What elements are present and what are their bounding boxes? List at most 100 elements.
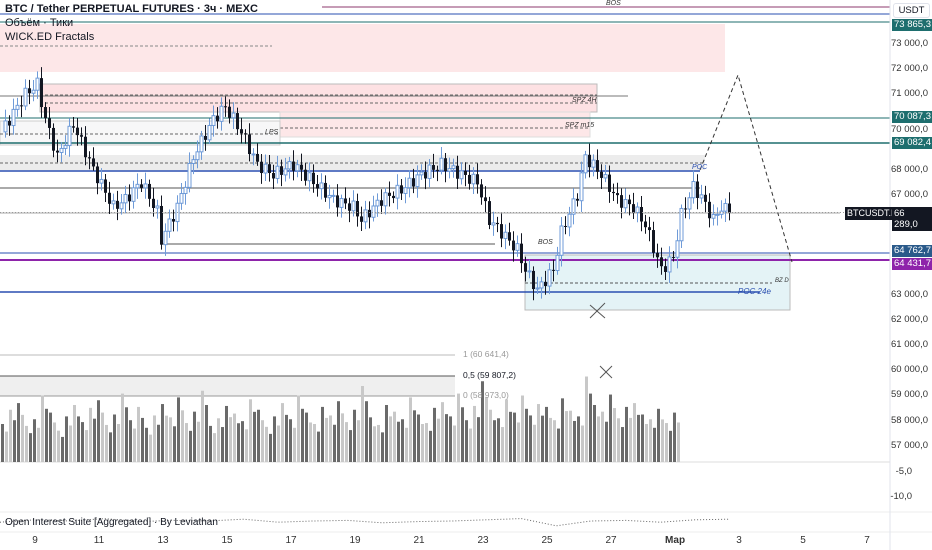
time-tick: 5 [800, 535, 806, 546]
candle-body [520, 243, 523, 264]
volume-bar [213, 433, 216, 462]
volume-bar [13, 420, 16, 462]
price-level-tag: 64 762,7 [892, 244, 932, 257]
candle-body [187, 162, 192, 188]
candle-body [183, 186, 188, 195]
volume-bar [621, 427, 624, 462]
volume-bar [53, 422, 56, 462]
volume-bar [441, 402, 444, 462]
candle-body [371, 205, 376, 218]
candle-body [388, 192, 391, 196]
candle-body [131, 187, 136, 202]
volume-bar [553, 420, 556, 462]
oi-legend[interactable]: Open Interest Suite [Aggregated] · By Le… [5, 517, 218, 528]
candle-body [300, 164, 303, 170]
volume-bar [277, 425, 280, 462]
symbol-title[interactable]: BTC / Tether PERPETUAL FUTURES · 3ч · ME… [5, 3, 258, 15]
volume-bar [605, 421, 608, 462]
candle-body [216, 115, 219, 122]
volume-bar [101, 412, 104, 462]
candle-body [419, 171, 424, 176]
candle-body [108, 192, 111, 204]
candle-body [236, 113, 239, 130]
candle-body [96, 166, 99, 184]
candle-body [591, 159, 596, 168]
candle-body [155, 205, 160, 209]
volume-bar [361, 386, 364, 462]
price-tick: 60 000,0 [891, 364, 928, 376]
cross-mark [599, 365, 613, 379]
volume-bar [117, 424, 120, 462]
candle-body [179, 193, 184, 204]
candle-body [704, 194, 707, 202]
volume-bar [433, 407, 436, 462]
candle-body [547, 269, 552, 287]
candle-body [532, 270, 535, 290]
volume-bar [141, 417, 144, 462]
candle-body [480, 184, 483, 198]
candle-body [424, 172, 427, 179]
candle-body [623, 199, 628, 209]
candle-body [231, 112, 236, 119]
label-poc: POC [692, 164, 708, 171]
time-tick: 23 [477, 535, 489, 546]
candle-body [579, 172, 584, 202]
candle-body [644, 221, 647, 228]
volume-bar [249, 399, 252, 462]
candle-body [28, 88, 31, 94]
currency-button[interactable]: USDT [893, 3, 930, 18]
volume-bar [609, 394, 612, 462]
fractals-legend[interactable]: WICK.ED Fractals [5, 31, 95, 43]
volume-bar [261, 420, 264, 462]
candle-body [228, 106, 231, 118]
volume-bar [97, 400, 100, 462]
volume-bar [225, 405, 228, 462]
candle-body [451, 165, 456, 170]
volume-bar [121, 393, 124, 462]
candle-body [459, 170, 464, 180]
candle-body [3, 120, 8, 133]
candle-body [447, 168, 452, 172]
volume-bar [653, 427, 656, 462]
time-tick: Мар [664, 535, 686, 546]
candle-body [48, 118, 51, 128]
candle-body [360, 216, 363, 222]
candle-body [380, 200, 383, 206]
volume-bar [645, 424, 648, 462]
candle-body [559, 225, 564, 256]
candle-body [728, 203, 731, 213]
price-tick: 61 000,0 [891, 339, 928, 351]
volume-bar [85, 430, 88, 462]
candle-body [336, 195, 339, 208]
candle-body [304, 169, 307, 181]
price-level-tag: 69 082,4 [892, 137, 932, 150]
last-price-tag: 66 289,0 02:57:39 [892, 207, 932, 241]
volume-bar [677, 422, 680, 462]
candle-body [263, 163, 268, 174]
volume-bar [673, 412, 676, 462]
candle-body [44, 107, 47, 119]
volume-bar [513, 412, 516, 462]
label-bos-top: BOS [606, 0, 621, 7]
fib-zone [0, 376, 455, 396]
volume-bar [33, 419, 36, 462]
volume-bar [477, 417, 480, 462]
candle-body [632, 204, 635, 213]
candle-body [512, 240, 515, 251]
volume-bar [69, 425, 72, 462]
time-tick: 25 [541, 535, 553, 546]
price-tick: 59 000,0 [891, 389, 928, 401]
candle-body [327, 194, 332, 199]
candle-body [535, 287, 540, 290]
label-lps: LPS [265, 129, 279, 136]
oi-tick: -10,0 [890, 491, 912, 502]
volume-bar [61, 436, 64, 462]
candle-body [363, 209, 368, 223]
volume-bar [565, 411, 568, 462]
volume-bar [613, 408, 616, 462]
volume-bar [45, 408, 48, 462]
volume-bar [649, 419, 652, 462]
time-tick: 3 [736, 535, 742, 546]
volume-legend[interactable]: Объём · Тики [5, 17, 74, 29]
